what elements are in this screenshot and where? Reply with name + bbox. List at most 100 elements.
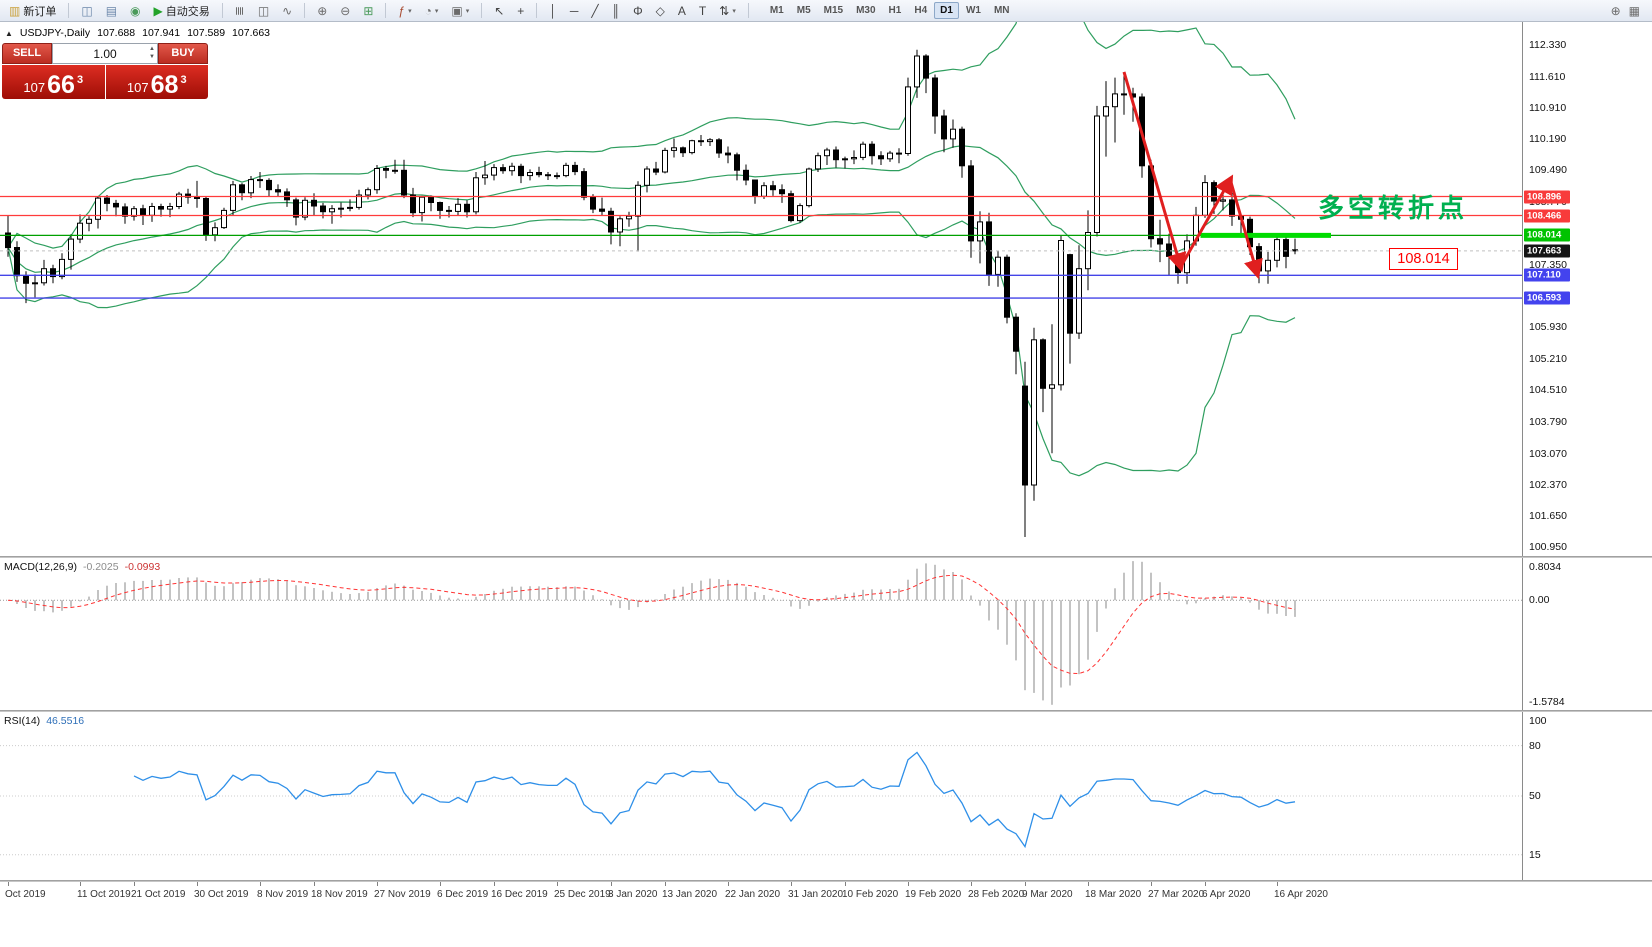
- text-icon[interactable]: A: [673, 2, 691, 20]
- fibonacci-icon[interactable]: Φ: [628, 2, 648, 20]
- channel-icon[interactable]: ║: [607, 2, 626, 20]
- data-window-icon[interactable]: ◉: [125, 2, 145, 20]
- macd-panel[interactable]: MACD(12,26,9) -0.2025 -0.0993 0.8034 0.00…: [0, 558, 1652, 710]
- timeframe-m5[interactable]: M5: [796, 5, 811, 16]
- panel-splitter[interactable]: [0, 556, 1652, 558]
- candlestick-type-icon: ◫: [257, 3, 270, 18]
- macd-name: MACD(12,26,9): [4, 561, 77, 573]
- profiles-icon[interactable]: ▤: [101, 2, 122, 20]
- time-tick: [8, 882, 9, 886]
- time-tick: [1088, 882, 1089, 886]
- time-tick: [260, 882, 261, 886]
- buy-price-button[interactable]: 107 68 3: [105, 65, 208, 99]
- date-label: 27 Mar 2020: [1148, 889, 1205, 900]
- date-label: 27 Nov 2019: [374, 889, 431, 900]
- trend-arrow[interactable]: [1228, 179, 1263, 280]
- toolbar-separator: [221, 3, 223, 18]
- candlestick-type-icon[interactable]: ◫: [253, 2, 274, 20]
- timeframe-w1[interactable]: W1: [965, 5, 981, 16]
- indicators-icon[interactable]: ƒ ▾: [393, 2, 416, 20]
- price-tag: 106.593: [1524, 291, 1570, 305]
- macd-canvas[interactable]: [0, 558, 1522, 710]
- timeframe-mn[interactable]: MN: [993, 5, 1010, 16]
- date-label: 9 Mar 2020: [1022, 889, 1073, 900]
- rsi-panel[interactable]: RSI(14) 46.5516 100 80 50 15: [0, 712, 1652, 880]
- period-clock-icon[interactable]: ◔ ▾: [420, 2, 444, 20]
- timeframe-h1[interactable]: H1: [888, 5, 902, 16]
- dropdown-caret-icon: ▾: [465, 7, 470, 15]
- cursor-icon[interactable]: ↖: [489, 2, 509, 20]
- timeframe-m15[interactable]: M15: [823, 5, 844, 16]
- time-tick: [908, 882, 909, 886]
- templates-icon: ▣: [451, 3, 463, 18]
- timeframe-m30[interactable]: M30: [856, 5, 876, 16]
- one-click-trading-panel: SELL 1.00 ▲ ▼ BUY 107 66 3 107 68 3: [2, 43, 208, 99]
- price-axis[interactable]: 112.330111.610110.910110.190109.490108.7…: [1522, 22, 1652, 556]
- time-tick: [377, 882, 378, 886]
- sell-price-button[interactable]: 107 66 3: [2, 65, 105, 99]
- macd-main-value: -0.2025: [82, 561, 119, 573]
- buy-button[interactable]: BUY: [158, 43, 208, 64]
- price-chart-canvas[interactable]: [0, 22, 1522, 556]
- templates-icon[interactable]: ▣ ▾: [446, 2, 474, 20]
- rsi-scale-label: 50: [1529, 790, 1541, 802]
- price-chart-panel[interactable]: ▲ USDJPY-,Daily 107.688 107.941 107.589 …: [0, 22, 1652, 556]
- candles-layer: [5, 49, 1298, 537]
- date-label: 3 Jan 2020: [608, 889, 658, 900]
- time-tick: [197, 882, 198, 886]
- date-label: 10 Feb 2020: [842, 889, 899, 900]
- fibonacci-icon: Φ: [633, 3, 643, 18]
- arrows-icon: ⇅: [719, 3, 730, 18]
- sell-button[interactable]: SELL: [2, 43, 52, 64]
- chart-layout-icon[interactable]: ◫: [76, 2, 97, 20]
- autotrading-icon: ▶: [153, 3, 163, 18]
- time-tick: [440, 882, 441, 886]
- price-tag: 108.896: [1524, 190, 1570, 203]
- crosshair-icon[interactable]: +: [512, 2, 529, 20]
- main-toolbar: ▥ 新订单 ◫ ▤ ◉ ▶ 自动交易 ≣ ◫ ∿ ⊕ ⊖ ⊞ ƒ ▾ ◔ ▾ ▣ ▾ ↖ + │ ─ ╱ ║ Φ ◇ A T ⇅ ▾ M1 M5…: [0, 0, 1652, 22]
- rsi-name: RSI(14): [4, 715, 41, 727]
- new-order-button[interactable]: ▥ 新订单: [4, 2, 61, 20]
- trendline-icon[interactable]: ╱: [586, 2, 603, 20]
- trend-arrow[interactable]: [1122, 71, 1187, 273]
- date-label: 16 Apr 2020: [1274, 889, 1328, 900]
- bollinger-upper-line: [7, 22, 1296, 249]
- zoom-in-icon[interactable]: ⊕: [312, 2, 332, 20]
- arrows-icon[interactable]: ⇅ ▾: [714, 2, 741, 20]
- zoom-in-icon: ⊕: [317, 3, 328, 18]
- dock-windows-icon[interactable]: ▦: [1628, 3, 1640, 18]
- rsi-canvas[interactable]: [0, 712, 1522, 880]
- bar-chart-type-icon[interactable]: ≣: [230, 2, 250, 20]
- price-scale-label: 104.510: [1529, 384, 1567, 397]
- time-axis[interactable]: Oct 2019 11 Oct 2019 21 Oct 2019 30 Oct 201…: [0, 882, 1652, 908]
- panel-splitter[interactable]: [0, 710, 1652, 712]
- profiles-icon: ▤: [105, 3, 118, 18]
- horizontal-line-icon[interactable]: ─: [565, 2, 584, 20]
- zoom-chart-icon[interactable]: ⊕: [1610, 3, 1621, 18]
- tile-windows-icon[interactable]: ⊞: [358, 2, 378, 20]
- volume-input[interactable]: 1.00 ▲ ▼: [52, 43, 158, 64]
- shapes-icon[interactable]: ◇: [651, 2, 670, 20]
- vertical-line-icon[interactable]: │: [544, 2, 562, 20]
- tile-windows-icon: ⊞: [363, 3, 374, 18]
- volume-decrease-button[interactable]: ▼: [149, 54, 155, 61]
- panel-splitter[interactable]: [0, 880, 1652, 882]
- volume-increase-button[interactable]: ▲: [149, 46, 155, 52]
- macd-signal-line: [7, 574, 1296, 675]
- timeframe-m1[interactable]: M1: [769, 5, 784, 16]
- text-label-icon[interactable]: T: [694, 2, 711, 20]
- zoom-out-icon[interactable]: ⊖: [335, 2, 355, 20]
- line-chart-type-icon[interactable]: ∿: [277, 2, 297, 20]
- date-label: 18 Nov 2019: [311, 889, 368, 900]
- timeframe-d1[interactable]: D1: [934, 2, 959, 19]
- cursor-icon: ↖: [494, 3, 505, 18]
- text-label-icon: T: [698, 3, 707, 18]
- timeframe-h4[interactable]: H4: [914, 5, 928, 16]
- date-label: 18 Mar 2020: [1085, 889, 1142, 900]
- trend-arrow[interactable]: [1179, 174, 1234, 268]
- rsi-value: 46.5516: [46, 715, 85, 727]
- autotrading-button[interactable]: ▶ 自动交易: [149, 2, 215, 20]
- price-scale-label: 101.650: [1529, 510, 1567, 523]
- time-tick: [971, 882, 972, 886]
- one-click-collapse-icon[interactable]: ▲: [5, 28, 13, 38]
